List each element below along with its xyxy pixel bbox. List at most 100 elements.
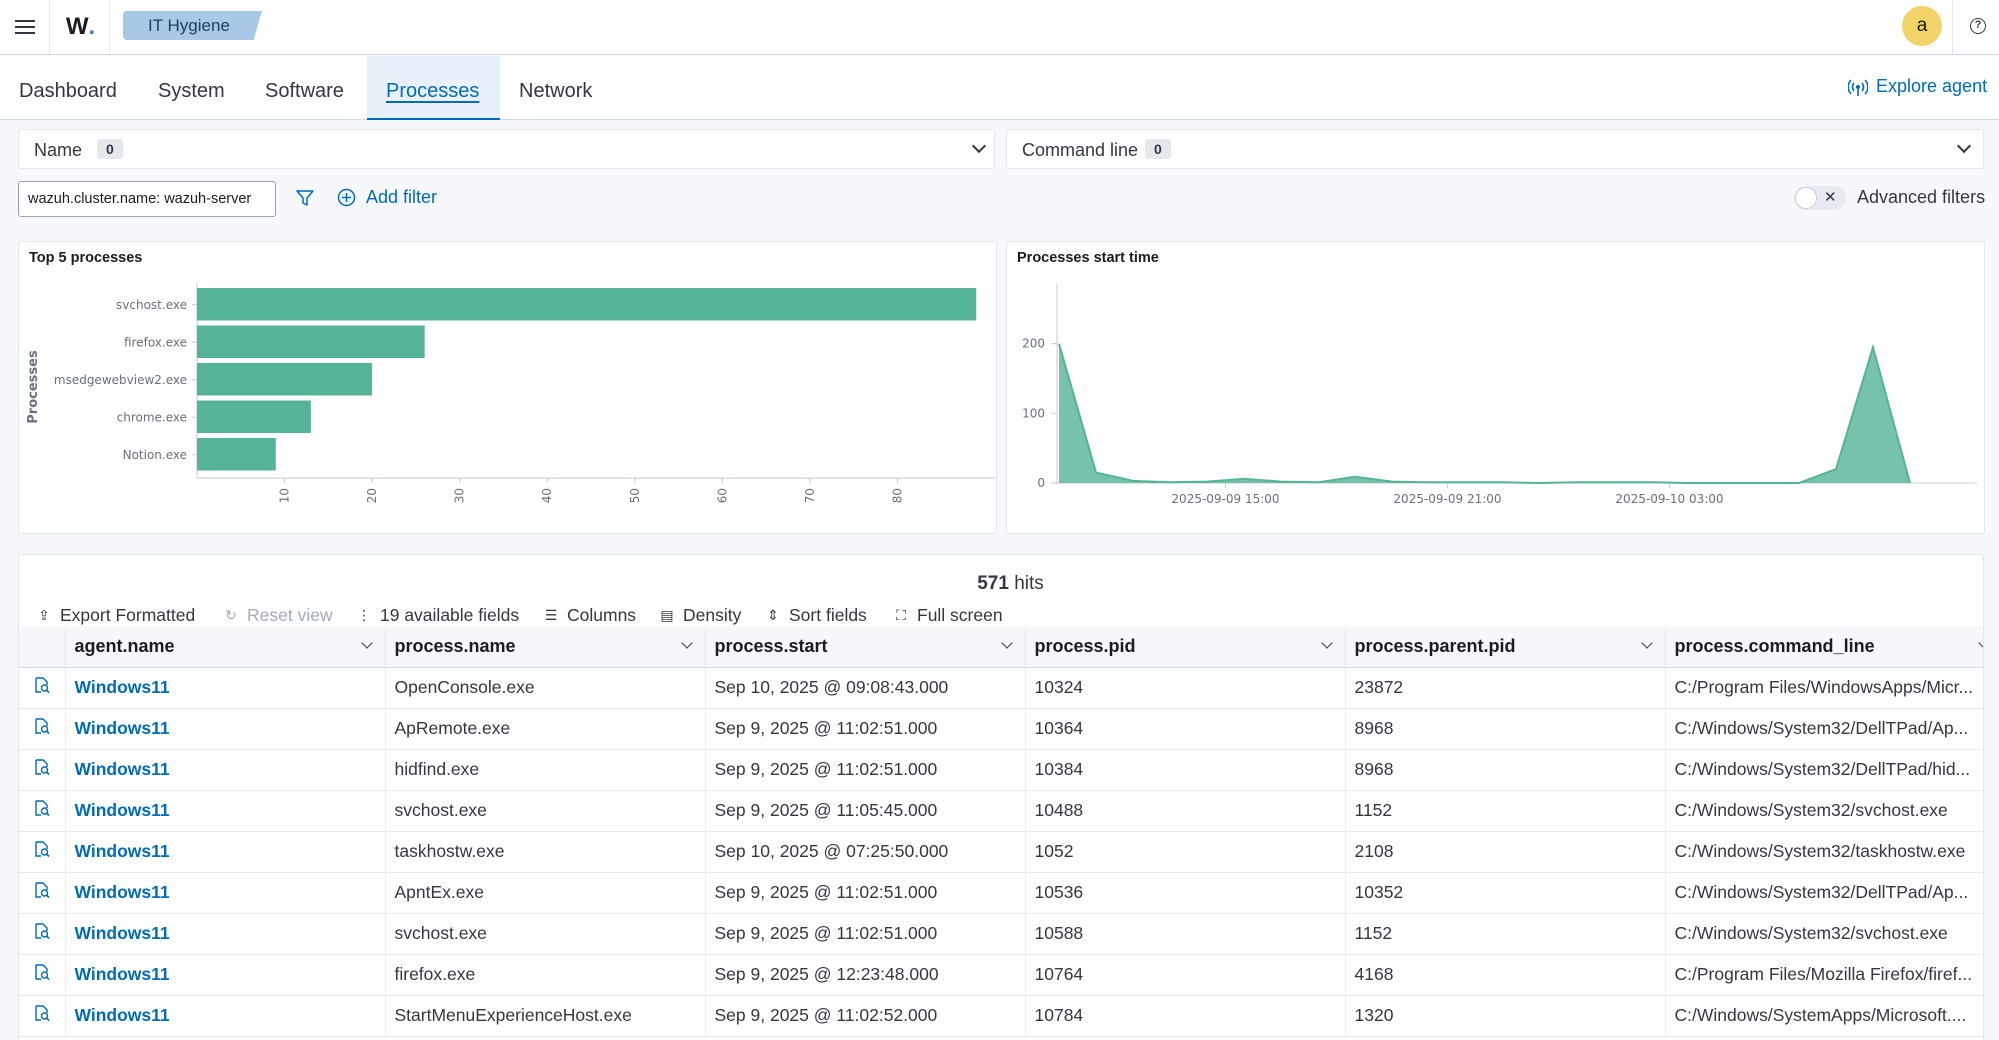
table-cell-agent[interactable]: Windows11 xyxy=(65,708,385,749)
table-cell-agent[interactable]: Windows11 xyxy=(65,954,385,995)
export-formatted-button[interactable]: ⇪ Export Formatted xyxy=(36,605,195,626)
bar-svchost.exe[interactable] xyxy=(197,288,976,321)
name-select[interactable]: Name 0 xyxy=(18,129,995,169)
bar-category-label: Notion.exe xyxy=(123,448,187,462)
column-header-process-start[interactable]: process.start xyxy=(705,627,1025,667)
area-series-line xyxy=(1059,344,1910,483)
command-line-select[interactable]: Command line 0 xyxy=(1006,129,1984,169)
fields-icon: ⋮ xyxy=(356,607,372,624)
available-fields-button[interactable]: ⋮ 19 available fields xyxy=(356,605,519,626)
documents-table-panel: 571 hits ⇪ Export Formatted ↻ Reset view ⋮… xyxy=(18,554,1984,1040)
table-cell-start: Sep 9, 2025 @ 11:02:51.000 xyxy=(705,913,1025,954)
refresh-icon: ↻ xyxy=(223,607,239,624)
area-y-tick-label: 100 xyxy=(1022,406,1045,420)
table-row: Windows11 StartMenuExperienceHost.exe Sep … xyxy=(19,995,1984,1036)
add-filter-button[interactable]: Add filter xyxy=(337,187,437,208)
inspect-doc-icon[interactable] xyxy=(19,954,65,995)
bar-chrome.exe[interactable] xyxy=(197,401,311,434)
chevron-down-icon[interactable] xyxy=(361,637,372,648)
table-cell-ppid: 1152 xyxy=(1345,790,1665,831)
column-header-process-command-line[interactable]: process.command_line xyxy=(1665,627,1984,667)
bar-Notion.exe[interactable] xyxy=(197,438,276,471)
processes-start-time-panel: Processes start time 0 100 200 2025-09-09 1… xyxy=(1006,241,1985,534)
command-line-select-label: Command line xyxy=(1022,140,1138,161)
table-cell-agent[interactable]: Windows11 xyxy=(65,995,385,1036)
bar-msedgewebview2.exe[interactable] xyxy=(197,363,372,396)
table-cell-ppid: 2108 xyxy=(1345,831,1665,872)
table-cell-cmd: C:/Windows/System32/DellTPad/Ap... xyxy=(1665,872,1984,913)
chevron-down-icon[interactable] xyxy=(1321,637,1332,648)
explore-agent-button[interactable]: Explore agent xyxy=(1848,76,1987,97)
table-cell-start: Sep 9, 2025 @ 12:23:48.000 xyxy=(705,954,1025,995)
table-cell-pid: 10364 xyxy=(1025,708,1345,749)
table-cell-agent[interactable]: Windows11 xyxy=(65,749,385,790)
table-cell-agent[interactable]: Windows11 xyxy=(65,831,385,872)
chevron-down-icon[interactable] xyxy=(1641,637,1652,648)
table-cell-ppid: 4168 xyxy=(1345,954,1665,995)
inspect-doc-icon[interactable] xyxy=(19,913,65,954)
table-cell-name: hidfind.exe xyxy=(385,749,705,790)
table-cell-agent[interactable]: Windows11 xyxy=(65,667,385,708)
column-header-process-name[interactable]: process.name xyxy=(385,627,705,667)
table-cell-cmd: C:/Program Files/Mozilla Firefox/firef..… xyxy=(1665,954,1984,995)
table-row: Windows11 hidfind.exe Sep 9, 2025 @ 11:02:… xyxy=(19,749,1984,790)
fullscreen-icon: ⛶ xyxy=(893,607,909,624)
inspect-doc-icon[interactable] xyxy=(19,667,65,708)
column-header-actions xyxy=(19,627,65,667)
table-cell-agent[interactable]: Windows11 xyxy=(65,913,385,954)
density-button[interactable]: ▤ Density xyxy=(659,605,741,626)
column-header-agent-name[interactable]: agent.name xyxy=(65,627,385,667)
area-series[interactable] xyxy=(1059,344,1910,483)
table-cell-start: Sep 9, 2025 @ 11:05:45.000 xyxy=(705,790,1025,831)
bar-x-tick-label: 20 xyxy=(365,488,379,503)
inspect-doc-icon[interactable] xyxy=(19,749,65,790)
table-row: Windows11 ApRemote.exe Sep 9, 2025 @ 11:02… xyxy=(19,708,1984,749)
table-density-icon: ▤ xyxy=(659,607,675,624)
table-cell-name: OpenConsole.exe xyxy=(385,667,705,708)
help-icon[interactable]: ? xyxy=(1970,18,1986,34)
reset-view-button[interactable]: ↻ Reset view xyxy=(223,605,333,626)
table-cell-cmd: C:/Windows/SystemApps/Microsoft.... xyxy=(1665,995,1984,1036)
inspect-doc-icon[interactable] xyxy=(19,995,65,1036)
table-cell-pid: 10588 xyxy=(1025,913,1345,954)
column-header-process-pid[interactable]: process.pid xyxy=(1025,627,1345,667)
advanced-filters-toggle[interactable]: ✕ xyxy=(1794,186,1846,210)
table-cell-pid: 10784 xyxy=(1025,995,1345,1036)
bar-x-tick-label: 30 xyxy=(453,488,467,503)
tab-system[interactable]: System xyxy=(139,56,244,120)
processes-start-time-chart: 0 100 200 2025-09-09 15:00 2025-09-09 21:00 2… xyxy=(1007,242,1984,533)
filter-pill-cluster-name[interactable]: wazuh.cluster.name: wazuh-server xyxy=(18,181,276,217)
table-cell-agent[interactable]: Windows11 xyxy=(65,790,385,831)
chevron-down-icon[interactable] xyxy=(1001,637,1012,648)
table-row: Windows11 svchost.exe Sep 9, 2025 @ 11:05:… xyxy=(19,790,1984,831)
tab-network[interactable]: Network xyxy=(500,56,611,120)
tab-processes[interactable]: Processes xyxy=(367,56,500,120)
breadcrumb-it-hygiene[interactable]: IT Hygiene xyxy=(123,11,262,40)
table-cell-name: ApntEx.exe xyxy=(385,872,705,913)
table-cell-agent[interactable]: Windows11 xyxy=(65,872,385,913)
chevron-down-icon[interactable] xyxy=(681,637,692,648)
user-avatar[interactable]: a xyxy=(1902,6,1942,46)
bar-category-label: chrome.exe xyxy=(117,410,187,424)
inspect-doc-icon[interactable] xyxy=(19,872,65,913)
column-header-process-parent-pid[interactable]: process.parent.pid xyxy=(1345,627,1665,667)
inspect-doc-icon[interactable] xyxy=(19,708,65,749)
tab-dashboard[interactable]: Dashboard xyxy=(0,56,136,120)
inspect-doc-icon[interactable] xyxy=(19,790,65,831)
bar-category-label: svchost.exe xyxy=(116,298,187,312)
inspect-doc-icon[interactable] xyxy=(19,831,65,872)
hits-label: hits xyxy=(1014,573,1044,594)
columns-button[interactable]: ☰ Columns xyxy=(543,605,636,626)
chevron-down-icon[interactable] xyxy=(1978,637,1984,648)
menu-button[interactable] xyxy=(0,0,50,54)
table-cell-start: Sep 9, 2025 @ 11:02:52.000 xyxy=(705,995,1025,1036)
tab-software[interactable]: Software xyxy=(246,56,363,120)
full-screen-button[interactable]: ⛶ Full screen xyxy=(893,605,1003,626)
table-row: Windows11 OpenConsole.exe Sep 10, 2025 @ 0… xyxy=(19,667,1984,708)
sort-fields-button[interactable]: ⇕ Sort fields xyxy=(765,605,867,626)
app-logo[interactable]: W. xyxy=(52,0,110,54)
bar-firefox.exe[interactable] xyxy=(197,326,425,359)
table-cell-ppid: 23872 xyxy=(1345,667,1665,708)
funnel-icon[interactable] xyxy=(296,189,314,207)
export-icon: ⇪ xyxy=(36,607,52,624)
